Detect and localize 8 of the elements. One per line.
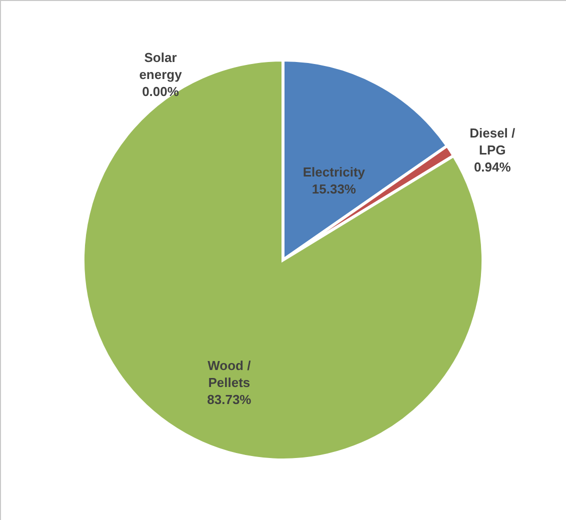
text: 0.00% <box>142 84 179 99</box>
data-label: 0.94% <box>474 159 512 174</box>
slice-label: Electricity <box>302 164 366 180</box>
slice-label: Wood / Pellets <box>208 358 252 390</box>
slice-label: Diesel / LPG <box>470 125 516 158</box>
category-label: Solar energy <box>139 50 182 82</box>
data-label: 15.33% <box>312 182 356 197</box>
data-label: 83.73% <box>207 392 252 407</box>
